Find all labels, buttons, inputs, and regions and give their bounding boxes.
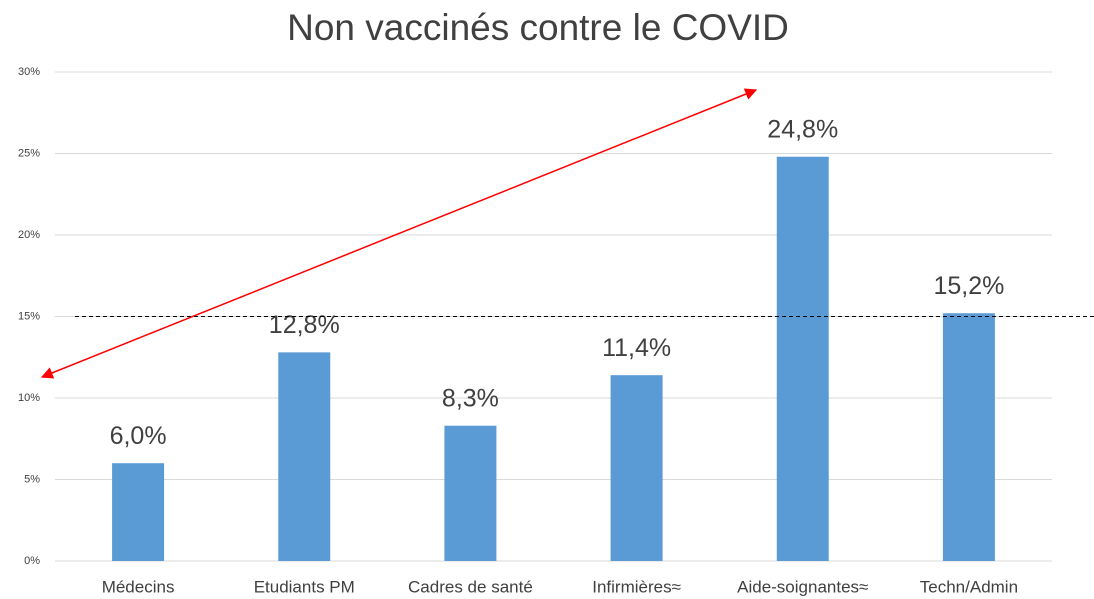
x-tick-label: Médecins — [102, 577, 175, 596]
value-label: 11,4% — [602, 334, 671, 362]
x-tick-label: Techn/Admin — [920, 577, 1018, 596]
value-label: 24,8% — [767, 115, 838, 143]
x-tick-label: Infirmières≈ — [592, 577, 681, 596]
value-label: 8,3% — [442, 384, 499, 412]
y-tick-label: 15% — [18, 310, 40, 322]
value-label: 15,2% — [933, 272, 1004, 300]
value-label: 12,8% — [269, 311, 340, 339]
x-tick-label: Etudiants PM — [254, 577, 355, 596]
y-tick-label: 30% — [18, 66, 40, 78]
x-tick-label: Aide-soignantes≈ — [737, 577, 868, 596]
bar — [610, 375, 663, 561]
bar — [776, 156, 829, 561]
y-tick-label: 5% — [24, 473, 40, 485]
y-tick-label: 10% — [18, 392, 40, 404]
bar — [278, 352, 331, 561]
y-tick-label: 20% — [18, 229, 40, 241]
bar — [112, 463, 165, 561]
bar — [942, 313, 995, 561]
trend-arrow — [40, 88, 758, 379]
x-tick-label: Cadres de santé — [408, 577, 533, 596]
y-tick-label: 25% — [18, 147, 40, 159]
value-label: 6,0% — [110, 422, 167, 450]
bar — [444, 425, 497, 561]
y-tick-label: 0% — [24, 555, 40, 567]
chart-title: Non vaccinés contre le COVID — [287, 7, 789, 48]
